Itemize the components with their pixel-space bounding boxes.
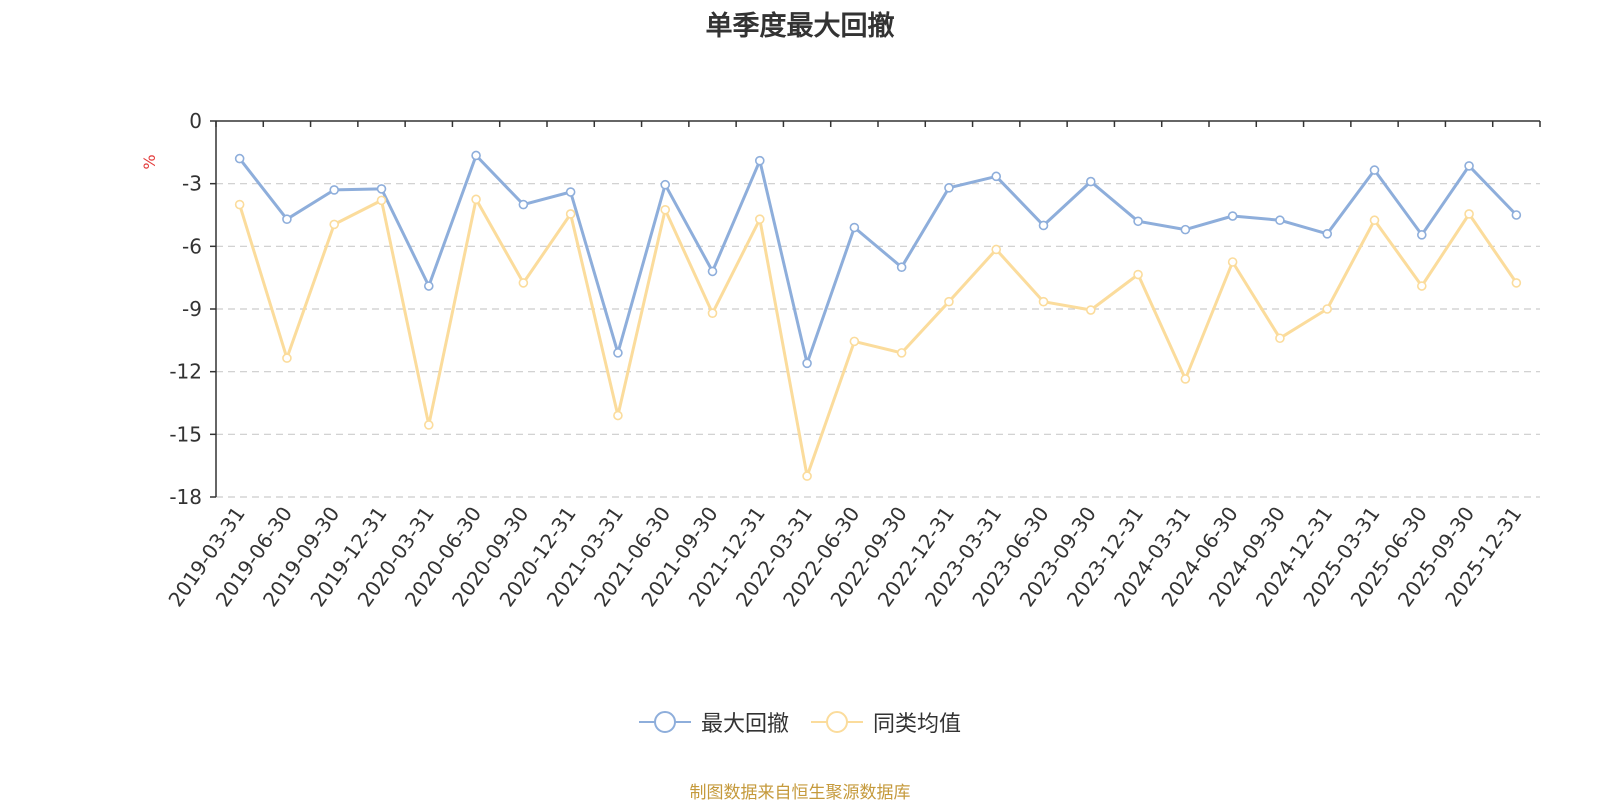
chart-title: 单季度最大回撤 [705,11,895,42]
data-point [1511,210,1522,220]
legend-marker-circle [653,711,676,733]
data-point [896,348,907,358]
data-point [1322,229,1333,239]
data-point [944,183,954,193]
data-point [754,155,765,166]
data-point [282,214,292,224]
data-point [1416,281,1427,291]
data-point [329,185,340,195]
legend-marker-icon [811,711,863,733]
data-point [1416,230,1427,240]
data-point [234,199,245,210]
data-point [1369,165,1380,175]
data-point [518,278,529,288]
data-point [802,358,812,369]
data-point [1038,220,1049,231]
data-point [329,219,340,230]
legend: 最大回撤 同类均值 [0,706,1600,738]
data-point [1369,215,1380,226]
data-point [1085,305,1096,315]
data-point [613,348,623,358]
legend-label: 最大回撤 [700,712,789,737]
data-point [1275,215,1285,226]
data-point [849,222,860,233]
y-tick-label: -3 [182,172,202,196]
data-point [660,204,671,215]
data-point [1464,209,1474,219]
series-1 [234,150,1522,369]
data-point [282,353,292,363]
axes: 0-3-6-9-12-15-182019-03-312019-06-302019… [163,109,1541,611]
data-point [423,420,434,430]
y-tick-label: -18 [169,485,202,509]
data-point [1322,304,1333,314]
legend-item-2[interactable]: 同类均值 [811,706,961,738]
data-point [849,336,860,347]
y-tick-label: 0 [189,109,202,133]
data-point [376,195,387,206]
data-point [660,179,671,190]
data-point [944,296,954,307]
grid-lines [216,183,1540,498]
data-point [1133,269,1143,280]
data-point [471,194,481,205]
y-tick-label: -12 [169,360,202,384]
data-point [613,410,623,421]
y-tick-label: -6 [182,234,202,258]
data-point [1275,333,1285,344]
data-point [1180,374,1191,384]
data-point [565,187,576,197]
data-point [754,214,765,224]
data-point [1085,176,1096,187]
legend-marker-icon [638,711,691,733]
data-point [1464,161,1474,171]
legend-marker-circle [826,711,848,733]
y-axis-unit: % [140,154,159,169]
series-2 [234,194,1522,481]
y-tick-label: -15 [169,422,202,446]
data-point [991,171,1002,182]
data-point [565,209,576,219]
data-point [707,266,718,277]
data-point [1133,216,1143,227]
data-point [802,471,812,481]
data-point [1511,278,1522,288]
data-point [234,153,245,164]
data-point [471,150,481,161]
series-line [238,154,1518,365]
y-tick-label: -9 [182,297,202,321]
data-point [1038,296,1049,307]
data-point [896,262,907,273]
data-point [707,308,718,318]
data-point [1227,211,1238,221]
series-line [238,197,1518,478]
data-point [376,184,387,194]
data-point [1180,224,1191,235]
legend-label: 同类均值 [873,712,962,737]
data-point [1227,257,1238,267]
data-source-note: 制图数据来自恒生聚源数据库 [689,783,911,803]
data-point [423,281,434,291]
data-point [518,199,529,210]
series-layer [234,150,1522,481]
data-point [991,244,1002,255]
legend-item-1[interactable]: 最大回撤 [638,706,789,738]
